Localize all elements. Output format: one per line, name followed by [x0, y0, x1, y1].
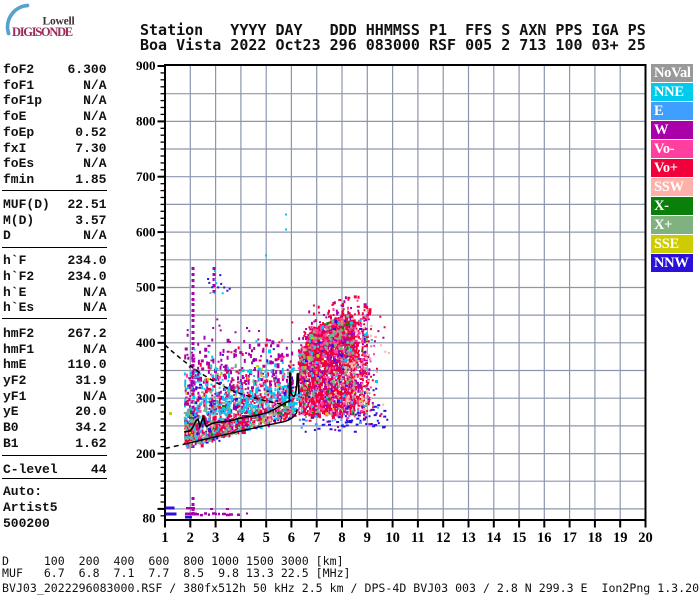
svg-text:10: 10 [385, 530, 400, 546]
svg-text:6: 6 [288, 530, 295, 546]
svg-text:700: 700 [136, 169, 156, 184]
svg-text:80: 80 [143, 510, 156, 525]
svg-text:9: 9 [364, 530, 371, 546]
svg-text:7: 7 [313, 530, 320, 546]
svg-text:Lowell: Lowell [43, 16, 75, 28]
svg-text:18: 18 [588, 530, 603, 546]
svg-text:3: 3 [212, 530, 219, 546]
svg-text:11: 11 [411, 530, 425, 546]
svg-text:19: 19 [613, 530, 628, 546]
svg-text:DIGISONDE: DIGISONDE [12, 25, 73, 39]
svg-text:400: 400 [136, 335, 156, 350]
svg-text:15: 15 [512, 530, 527, 546]
svg-text:4: 4 [237, 530, 244, 546]
svg-text:17: 17 [562, 530, 577, 546]
svg-text:200: 200 [136, 446, 156, 461]
svg-text:500: 500 [136, 280, 156, 295]
svg-text:1: 1 [161, 530, 168, 546]
svg-text:800: 800 [136, 114, 156, 129]
svg-text:5: 5 [263, 530, 270, 546]
svg-text:20: 20 [638, 530, 653, 546]
svg-text:12: 12 [436, 530, 451, 546]
svg-text:900: 900 [136, 58, 156, 73]
svg-text:16: 16 [537, 530, 552, 546]
svg-text:8: 8 [338, 530, 345, 546]
svg-text:14: 14 [487, 530, 502, 546]
svg-text:300: 300 [136, 390, 156, 405]
svg-text:600: 600 [136, 224, 156, 239]
svg-text:13: 13 [461, 530, 476, 546]
svg-text:2: 2 [187, 530, 194, 546]
